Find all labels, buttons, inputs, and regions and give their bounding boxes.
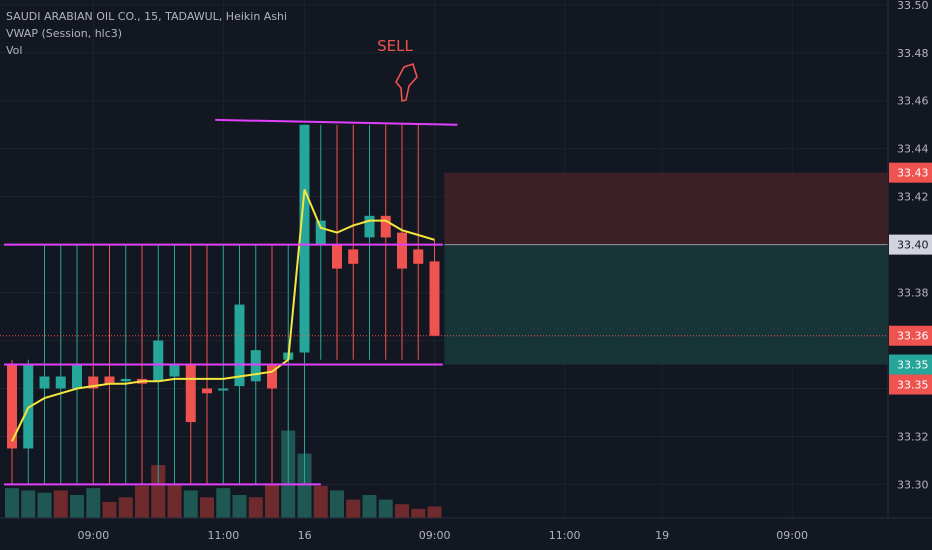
price-label-text: 33.36: [897, 330, 929, 343]
volume-bar: [232, 495, 247, 518]
y-tick-label: 33.50: [897, 0, 929, 12]
hand-pointing-down-icon: [395, 63, 418, 102]
target-zone[interactable]: [444, 244, 888, 365]
candle-body: [185, 364, 196, 423]
price-label: [889, 354, 932, 375]
price-label-text: 33.43: [897, 167, 929, 180]
volume-bar: [297, 453, 312, 518]
price-label-text: 33.35: [897, 359, 929, 372]
legend-volume[interactable]: Vol: [6, 44, 23, 57]
volume-bar: [102, 501, 117, 518]
volume-bar: [21, 490, 36, 518]
price-label-text: 33.40: [897, 239, 929, 252]
vwap-line: [11, 189, 435, 442]
stop-zone[interactable]: [444, 172, 888, 245]
y-tick-label: 33.48: [897, 47, 929, 60]
volume-bar: [86, 488, 101, 518]
x-tick-label: 09:00: [78, 529, 110, 542]
volume-bar: [313, 485, 328, 518]
candle-body: [55, 376, 66, 389]
chart-legend: SAUDI ARABIAN OIL CO., 15, TADAWUL, Heik…: [6, 8, 287, 59]
volume-bar: [330, 490, 344, 518]
legend-symbol[interactable]: SAUDI ARABIAN OIL CO., 15, TADAWUL, Heik…: [6, 10, 288, 23]
candle-body: [153, 340, 164, 382]
volume-bar: [135, 485, 149, 518]
volume-bar: [183, 490, 198, 518]
x-tick-label: 09:00: [419, 529, 451, 542]
y-tick-label: 33.38: [897, 287, 929, 300]
volume-bar: [346, 499, 361, 518]
candle-body: [88, 376, 99, 389]
candle-body: [104, 376, 115, 384]
volume-bar: [167, 483, 182, 518]
candle-body: [39, 376, 50, 389]
volume-bar: [5, 488, 19, 518]
candle-body: [299, 124, 310, 353]
x-tick-label: 11:00: [549, 529, 581, 542]
candle-body: [380, 215, 391, 238]
volume-bar: [70, 495, 84, 518]
candle-body: [120, 378, 131, 382]
candle-body: [315, 220, 326, 245]
candle-body: [332, 244, 342, 269]
volume-bar: [248, 497, 263, 518]
price-label: [889, 234, 932, 255]
volume-bar: [200, 497, 214, 518]
y-tick-label: 33.30: [897, 478, 929, 491]
price-label: [889, 374, 932, 395]
volume-bar: [411, 508, 426, 518]
candle-body: [429, 261, 440, 336]
candle-body: [7, 364, 17, 449]
trend-line[interactable]: [215, 118, 458, 126]
x-tick-label: 19: [655, 529, 669, 542]
y-tick-label: 33.32: [897, 430, 929, 443]
volume-bar: [53, 490, 68, 518]
y-tick-label: 33.44: [897, 143, 929, 156]
candle-body: [364, 215, 375, 238]
candle-body: [23, 364, 34, 449]
candle-body: [202, 388, 212, 394]
candle-body: [169, 364, 180, 377]
price-label: [889, 162, 932, 183]
x-tick-label: 09:00: [776, 529, 808, 542]
candle-body: [267, 364, 277, 389]
candle-body: [72, 364, 82, 389]
volume-bar: [427, 506, 442, 518]
x-tick-label: 16: [298, 529, 312, 542]
y-tick-label: 33.42: [897, 191, 929, 204]
candle-body: [348, 249, 359, 264]
volume-bar: [362, 495, 377, 518]
candle-body: [413, 249, 424, 264]
price-label-text: 33.35: [897, 379, 929, 392]
x-tick-label: 11:00: [208, 529, 240, 542]
candle-body: [218, 388, 229, 391]
volume-bar: [395, 504, 409, 518]
volume-bar: [118, 497, 133, 518]
volume-bar: [216, 488, 231, 518]
candle-body: [397, 232, 407, 269]
volume-bar: [265, 483, 279, 518]
sell-label[interactable]: SELL: [377, 37, 413, 55]
candle-body: [250, 350, 261, 382]
legend-vwap[interactable]: VWAP (Session, hlc3): [6, 27, 123, 40]
y-tick-label: 33.46: [897, 95, 929, 108]
volume-bar: [378, 499, 393, 518]
volume-bar: [37, 492, 52, 518]
candle-body: [234, 304, 245, 387]
price-label: [889, 325, 932, 346]
volume-bar: [151, 465, 166, 518]
